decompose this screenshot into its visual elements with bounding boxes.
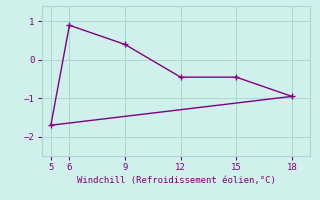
- X-axis label: Windchill (Refroidissement éolien,°C): Windchill (Refroidissement éolien,°C): [76, 176, 276, 185]
